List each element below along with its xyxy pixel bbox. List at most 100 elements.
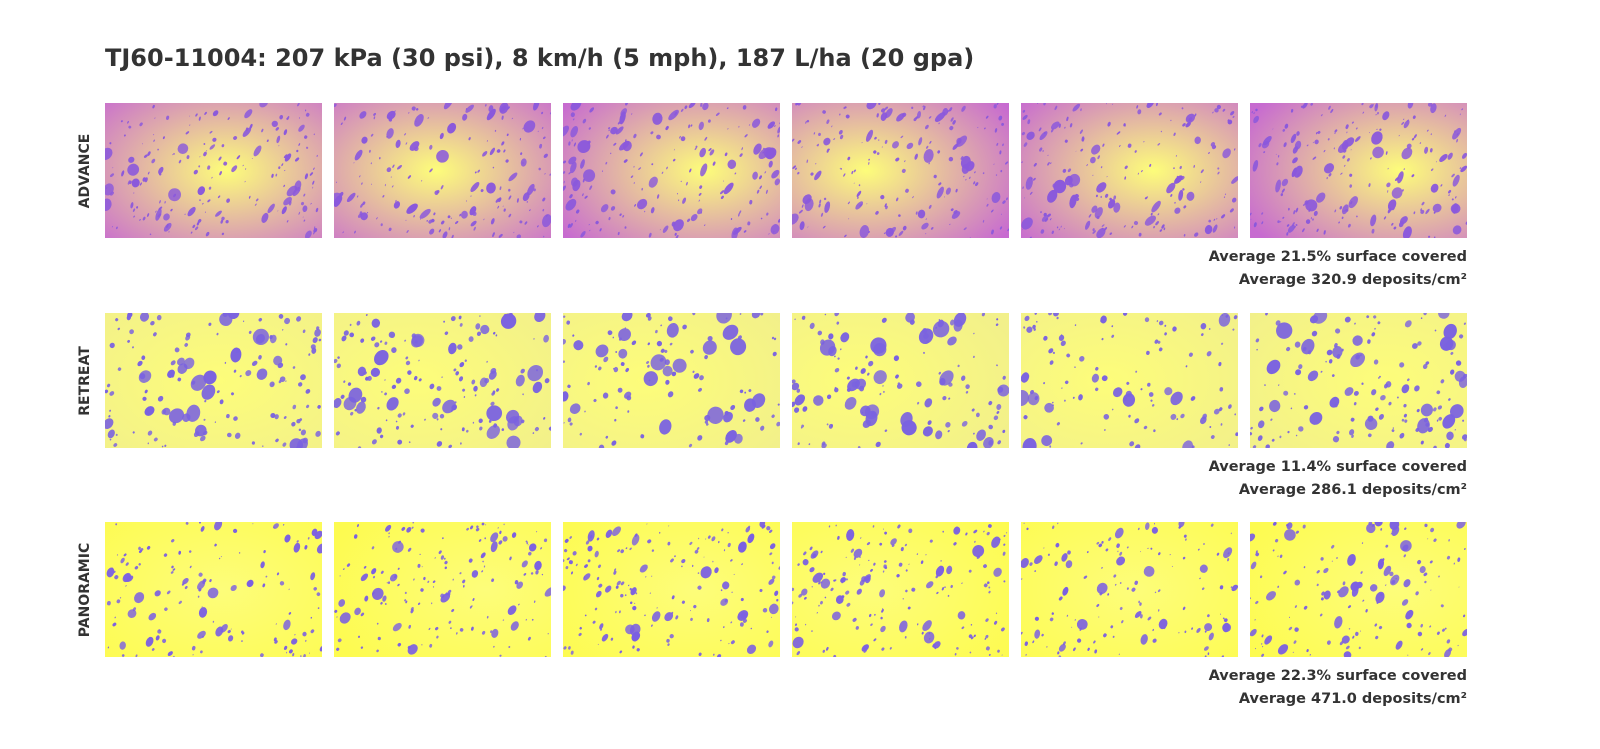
- droplet: [865, 129, 874, 142]
- droplet: [1160, 130, 1163, 133]
- droplet: [1385, 151, 1388, 155]
- droplet: [510, 621, 519, 631]
- droplet: [632, 605, 637, 611]
- droplet: [968, 569, 972, 573]
- droplet: [999, 226, 1003, 230]
- droplet: [302, 329, 306, 334]
- droplet: [388, 227, 392, 232]
- droplet: [173, 153, 175, 155]
- droplet: [1103, 227, 1108, 231]
- droplet: [438, 550, 442, 555]
- droplet: [1439, 154, 1448, 162]
- droplet: [1350, 352, 1365, 368]
- droplet: [724, 152, 728, 157]
- droplet: [1219, 387, 1224, 392]
- droplet: [362, 201, 366, 206]
- droplet: [643, 371, 658, 387]
- droplet: [810, 172, 814, 176]
- droplet: [697, 435, 703, 441]
- droplet: [292, 186, 301, 197]
- droplet: [204, 399, 207, 403]
- droplet: [797, 140, 802, 144]
- droplet: [946, 109, 950, 113]
- droplet: [567, 417, 572, 423]
- droplet: [170, 360, 176, 366]
- droplet: [486, 140, 488, 142]
- droplet: [907, 606, 911, 610]
- droplet: [743, 618, 747, 623]
- droplet: [1298, 426, 1304, 432]
- droplet: [646, 361, 650, 364]
- droplet: [983, 583, 988, 588]
- droplet: [384, 392, 387, 396]
- droplet: [361, 182, 363, 185]
- droplet: [411, 333, 425, 347]
- droplet: [1058, 228, 1061, 231]
- droplet: [1396, 396, 1399, 399]
- droplet: [1060, 225, 1062, 228]
- droplet: [1024, 641, 1028, 646]
- droplet: [274, 414, 279, 420]
- droplet: [725, 430, 737, 443]
- droplet: [928, 638, 931, 640]
- droplet: [672, 358, 687, 373]
- droplet: [541, 111, 544, 115]
- droplet: [105, 418, 114, 429]
- droplet: [127, 163, 140, 176]
- droplet: [1323, 163, 1335, 174]
- droplet: [1119, 606, 1123, 611]
- droplet: [1390, 574, 1400, 586]
- droplet: [1101, 227, 1104, 230]
- droplet: [153, 133, 155, 136]
- droplet: [982, 172, 985, 175]
- droplet: [424, 418, 426, 421]
- droplet: [807, 226, 809, 228]
- droplet: [1279, 554, 1283, 559]
- droplet: [1416, 408, 1420, 413]
- droplet: [310, 202, 312, 205]
- droplet: [458, 376, 464, 382]
- droplet: [854, 378, 867, 390]
- droplet: [804, 596, 807, 600]
- droplet: [946, 565, 953, 575]
- droplet: [881, 146, 883, 148]
- droplet: [233, 136, 238, 140]
- droplet: [106, 567, 115, 578]
- droplet: [744, 391, 747, 394]
- droplet: [1038, 127, 1042, 132]
- droplet: [220, 219, 224, 224]
- droplet: [341, 335, 347, 342]
- droplet: [1024, 315, 1030, 322]
- droplet: [515, 374, 525, 387]
- droplet: [384, 379, 386, 381]
- droplet: [278, 145, 280, 147]
- droplet: [667, 643, 670, 646]
- droplet: [801, 315, 806, 320]
- droplet: [484, 104, 487, 107]
- droplet: [443, 557, 446, 560]
- droplet: [739, 622, 744, 627]
- droplet: [461, 427, 465, 432]
- droplet: [1275, 538, 1279, 543]
- droplet: [680, 136, 686, 142]
- droplet: [925, 124, 929, 130]
- droplet: [292, 366, 296, 369]
- droplet: [310, 572, 316, 581]
- droplet: [960, 156, 964, 160]
- droplet: [577, 140, 591, 154]
- droplet: [1079, 129, 1083, 134]
- droplet: [363, 371, 367, 375]
- droplet: [1062, 586, 1069, 596]
- droplet: [349, 323, 352, 327]
- droplet: [1459, 167, 1462, 169]
- droplet: [973, 332, 975, 335]
- droplet: [900, 135, 904, 139]
- droplet: [472, 597, 475, 602]
- droplet: [947, 594, 950, 597]
- droplet: [619, 213, 622, 216]
- droplet: [428, 627, 431, 631]
- droplet: [207, 165, 211, 170]
- droplet: [1403, 579, 1411, 588]
- droplet: [792, 382, 800, 391]
- spray-card: [1250, 522, 1467, 657]
